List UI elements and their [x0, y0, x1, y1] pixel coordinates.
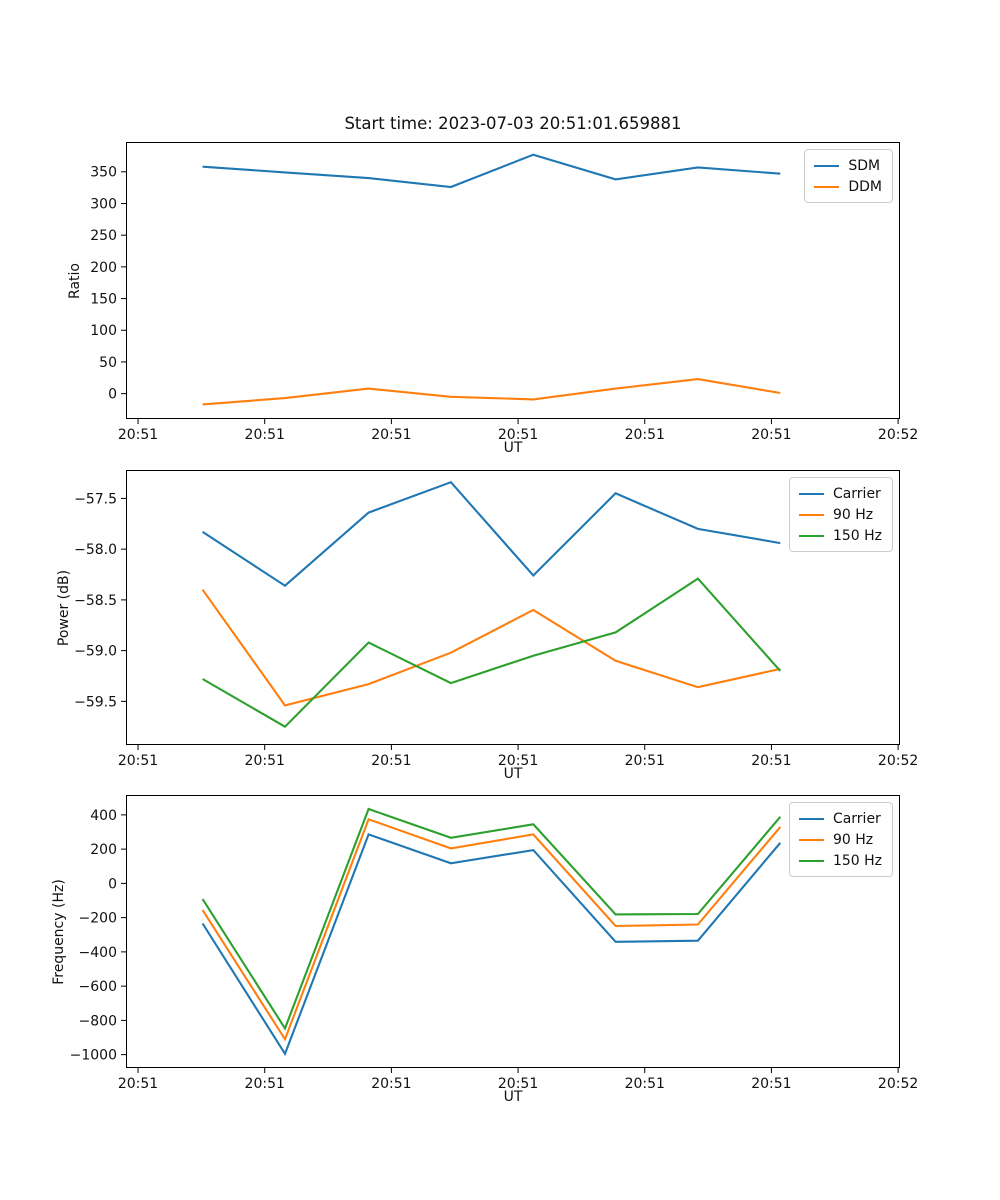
- x-tick-label: 20:52: [878, 427, 918, 443]
- y-tick-label: 350: [90, 165, 117, 181]
- power-plot-area: 20:51 20:51 20:51 20:51 20:51 20:51 20:52 −57.5…: [74, 470, 918, 769]
- x-tick-label: 20:52: [878, 753, 918, 769]
- axes-border: [126, 142, 900, 419]
- series-line-90-hz: [201, 817, 782, 1042]
- x-tick-label: 20:51: [625, 427, 665, 443]
- power-legend: Carrier 90 Hz 150 Hz: [788, 477, 893, 552]
- figure-title: Start time: 2023-07-03 20:51:01.659881: [344, 114, 682, 133]
- y-tick-label: 0: [108, 387, 117, 403]
- legend-label: DDM: [848, 178, 882, 195]
- x-tick-label: 20:51: [118, 1076, 158, 1092]
- y-tick-label: −200: [79, 911, 117, 927]
- series-line-carrier: [202, 480, 781, 588]
- x-tick-label: 20:51: [751, 1076, 791, 1092]
- y-tick-label: −59.0: [74, 644, 117, 660]
- axes-border: [126, 795, 900, 1068]
- legend-label: 90 Hz: [832, 506, 874, 523]
- legend-entry: DDM: [814, 176, 882, 197]
- power-chart: 20:51 20:51 20:51 20:51 20:51 20:51 20:52 −57.5…: [56, 470, 918, 782]
- ratio-y-axis-label: Ratio: [67, 262, 83, 299]
- legend-line-icon: [798, 859, 824, 862]
- y-tick-label: −1000: [70, 1048, 117, 1064]
- y-tick-label: −400: [79, 945, 117, 961]
- y-tick-label: 150: [90, 291, 117, 307]
- y-tick-label: −58.0: [74, 542, 117, 558]
- legend-line-icon: [814, 185, 840, 188]
- x-tick-label: 20:51: [371, 1076, 411, 1092]
- legend-line-icon: [798, 513, 824, 516]
- x-tick-label: 20:51: [625, 1076, 665, 1092]
- series-line-150-hz: [201, 807, 782, 1031]
- legend-line-icon: [798, 534, 824, 537]
- frequency-legend: Carrier 90 Hz 150 Hz: [788, 802, 893, 877]
- y-tick-label: 200: [90, 842, 117, 858]
- legend-label: Carrier: [832, 810, 881, 827]
- legend-entry: Carrier: [798, 483, 882, 504]
- y-tick-label: 200: [90, 260, 117, 276]
- y-tick-label: 400: [90, 808, 117, 824]
- x-tick-label: 20:51: [118, 753, 158, 769]
- legend-line-icon: [798, 838, 824, 841]
- power-y-axis-label: Power (dB): [56, 569, 72, 646]
- series-line-ddm: [202, 378, 781, 406]
- x-tick-label: 20:51: [118, 427, 158, 443]
- frequency-x-axis-label: UT: [503, 1089, 523, 1105]
- legend-label: SDM: [848, 157, 881, 174]
- legend-line-icon: [798, 492, 824, 495]
- x-tick-label: 20:51: [498, 753, 538, 769]
- y-tick-label: 300: [90, 196, 117, 212]
- y-tick-label: 100: [90, 323, 117, 339]
- series-line-sdm: [202, 153, 781, 189]
- y-tick-label: 250: [90, 228, 117, 244]
- x-tick-label: 20:51: [751, 753, 791, 769]
- y-tick-label: −59.5: [74, 694, 117, 710]
- y-tick-label: −58.5: [74, 593, 117, 609]
- y-tick-label: −800: [79, 1013, 117, 1029]
- legend-label: Carrier: [832, 485, 881, 502]
- ratio-chart: 20:51 20:51 20:51 20:51 20:51 20:51 20:52 0 50 10…: [67, 142, 918, 456]
- legend-entry: 90 Hz: [798, 829, 882, 850]
- legend-label: 150 Hz: [832, 527, 882, 544]
- x-tick-label: 20:51: [245, 753, 285, 769]
- ratio-legend: SDM DDM: [804, 149, 893, 203]
- power-x-axis-label: UT: [503, 766, 523, 782]
- legend-label: 150 Hz: [832, 852, 882, 869]
- x-tick-label: 20:51: [498, 427, 538, 443]
- x-tick-label: 20:51: [625, 753, 665, 769]
- ratio-plot-area: 20:51 20:51 20:51 20:51 20:51 20:51 20:52 0 50 10…: [90, 142, 918, 443]
- series-line-150-hz: [202, 577, 782, 729]
- ratio-x-axis-label: UT: [503, 440, 523, 456]
- legend-line-icon: [798, 817, 824, 820]
- frequency-chart: 20:51 20:51 20:51 20:51 20:51 20:51 20:52 400 20…: [51, 795, 918, 1105]
- legend-entry: Carrier: [798, 808, 882, 829]
- x-tick-label: 20:51: [498, 1076, 538, 1092]
- legend-entry: 150 Hz: [798, 525, 882, 546]
- frequency-plot-area: 20:51 20:51 20:51 20:51 20:51 20:51 20:52 400 20…: [70, 795, 918, 1092]
- legend-entry: 150 Hz: [798, 850, 882, 871]
- x-tick-label: 20:51: [245, 427, 285, 443]
- axes-border: [126, 470, 900, 745]
- y-tick-label: 50: [99, 355, 117, 371]
- x-tick-label: 20:52: [878, 1076, 918, 1092]
- legend-line-icon: [814, 164, 840, 167]
- series-line-carrier: [201, 833, 782, 1057]
- legend-entry: SDM: [814, 155, 882, 176]
- legend-label: 90 Hz: [832, 831, 874, 848]
- x-tick-label: 20:51: [751, 427, 791, 443]
- legend-entry: 90 Hz: [798, 504, 882, 525]
- series-line-90-hz: [201, 589, 781, 707]
- x-tick-label: 20:51: [245, 1076, 285, 1092]
- y-tick-label: −600: [79, 979, 117, 995]
- frequency-y-axis-label: Frequency (Hz): [51, 878, 67, 985]
- y-tick-label: 0: [108, 876, 117, 892]
- x-tick-label: 20:51: [371, 427, 411, 443]
- x-tick-label: 20:51: [371, 753, 411, 769]
- y-tick-label: −57.5: [74, 491, 117, 507]
